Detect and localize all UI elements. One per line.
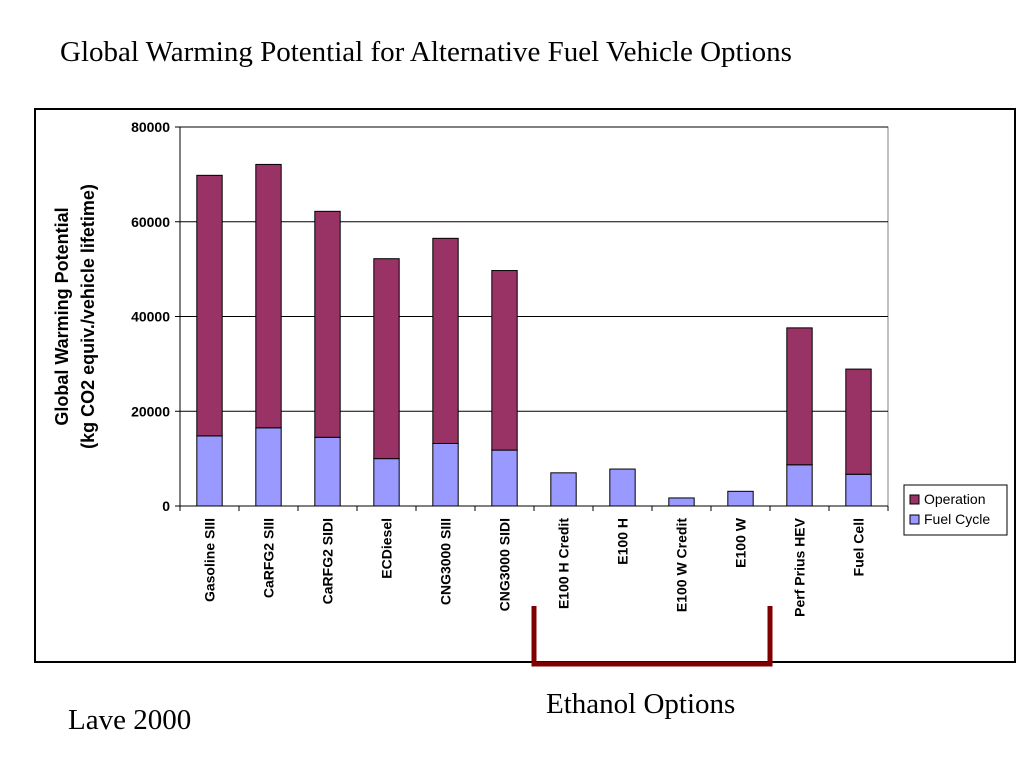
slide-title: Global Warming Potential for Alternative…: [60, 36, 792, 68]
y-tick-label: 20000: [131, 403, 170, 419]
y-tick-label: 80000: [131, 119, 170, 135]
bar-fuel-cycle: [373, 458, 400, 507]
x-tick-label: E100 H: [615, 518, 631, 565]
global-warming-chart: 0 20000 40000 60000 80000 Global Warming Pote…: [52, 119, 1008, 617]
bar-fuel-cycle: [609, 468, 636, 507]
x-tick-label: CNG3000 SIII: [438, 518, 454, 605]
x-tick-label: Gasoline SIII: [202, 518, 218, 602]
bar-operation: [314, 210, 341, 438]
bar-fuel-cycle: [432, 442, 459, 507]
x-tick-label: E100 W Credit: [674, 518, 690, 612]
bar-operation: [786, 327, 813, 466]
y-tick-label: 40000: [131, 309, 170, 325]
y-axis-label: Global Warming Potential: [52, 207, 72, 425]
x-tick-label: Fuel Cell: [851, 518, 867, 576]
bar-operation: [491, 270, 518, 451]
source-citation: Lave 2000: [68, 704, 192, 736]
bar-fuel-cycle: [255, 427, 282, 507]
x-tick-label: E100 H Credit: [556, 518, 572, 609]
legend-label: Fuel Cycle: [924, 511, 990, 527]
bar-fuel-cycle: [786, 464, 813, 507]
y-tick-label: 60000: [131, 214, 170, 230]
bar-fuel-cycle: [668, 497, 695, 507]
chart-frame: 0 20000 40000 60000 80000 Global Warming Pote…: [34, 108, 1016, 663]
y-axis-label: (kg CO2 equiv./vehicle lifetime): [78, 184, 98, 449]
x-tick-label: CNG3000 SIDI: [497, 518, 513, 611]
bar-operation: [373, 258, 400, 460]
x-tick-label: E100 W: [733, 517, 749, 568]
bar-fuel-cycle: [314, 436, 341, 507]
ethanol-options-label: Ethanol Options: [546, 688, 736, 720]
bar-operation: [432, 237, 459, 444]
legend-label: Operation: [924, 491, 985, 507]
bar-fuel-cycle: [196, 435, 223, 507]
x-tick-label: Perf Prius HEV: [792, 517, 808, 616]
legend-swatch: [909, 494, 920, 505]
y-tick-label: 0: [162, 498, 170, 514]
bar-operation: [196, 174, 223, 437]
bar-fuel-cycle: [845, 473, 872, 507]
x-tick-label: CaRFG2 SIDI: [320, 518, 336, 604]
legend-swatch: [909, 514, 920, 525]
bar-fuel-cycle: [491, 449, 518, 507]
x-tick-label: ECDiesel: [379, 518, 395, 579]
legend-box: [903, 484, 1008, 536]
bar-fuel-cycle: [550, 472, 577, 507]
x-tick-label: CaRFG2 SIII: [261, 518, 277, 598]
bar-fuel-cycle: [727, 490, 754, 507]
bar-operation: [845, 368, 872, 475]
bar-operation: [255, 163, 282, 429]
